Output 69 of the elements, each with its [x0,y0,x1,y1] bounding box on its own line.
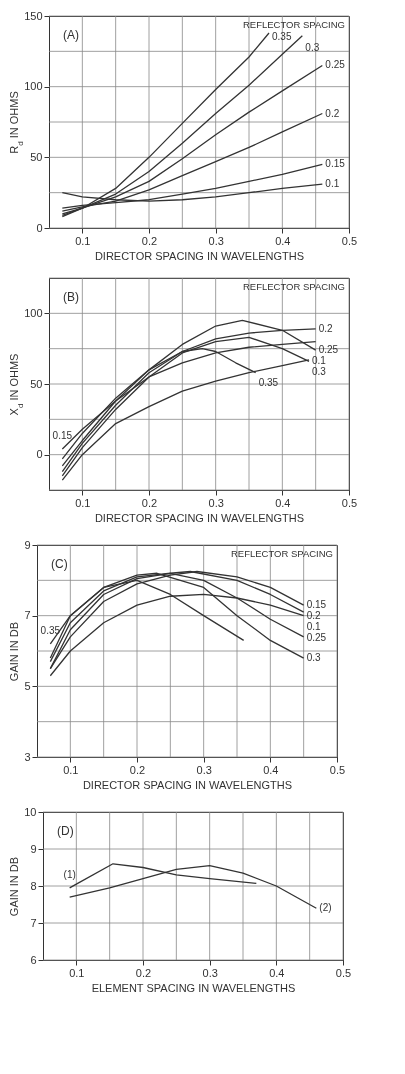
series-label: 0.3 [305,42,320,53]
y-tick-label: 0 [36,448,43,461]
y-tick-label: 5 [24,679,31,692]
x-tick-label: 0.2 [141,234,158,247]
x-tick-label: 0.4 [269,966,285,979]
series-label: 0.1 [325,178,340,190]
series-label: (1) [63,868,76,880]
x-tick-label: 0.2 [129,763,146,776]
y-tick-label: 50 [30,150,43,163]
series-label: 0.2 [325,107,340,119]
series-label: 0.2 [306,610,322,622]
x-axis-title: ELEMENT SPACING IN WAVELENGTHS [91,981,296,994]
y-tick-label: 50 [30,377,43,390]
x-tick-label: 0.5 [329,763,346,776]
series-label: 0.1 [312,355,327,367]
y-tick-label: 6 [30,953,37,966]
y-tick-label: 100 [24,80,43,93]
series-label: 0.35 [40,624,61,636]
x-tick-label: 0.1 [69,966,85,979]
series-label: 0.15 [306,599,327,611]
legend-title: REFLECTOR SPACING [242,281,345,292]
annotation: (C) [51,557,68,571]
annotation: (A) [63,28,79,42]
x-axis-title: DIRECTOR SPACING IN WAVELENGTHS [94,249,305,262]
y-axis-title: GAIN IN DB [8,621,21,682]
annotation: (B) [63,290,79,304]
y-tick-label: 9 [30,842,37,855]
x-tick-label: 0.2 [135,966,152,979]
series-label: 0.2 [318,322,334,334]
series-label: 0.25 [306,632,327,644]
series-label: 0.25 [325,59,346,71]
x-tick-label: 0.1 [75,234,91,247]
x-tick-label: 0.3 [202,966,218,979]
x-axis-title: DIRECTOR SPACING IN WAVELENGTHS [94,511,305,524]
legend-title: REFLECTOR SPACING [230,548,333,559]
y-tick-label: 7 [30,916,37,929]
series-label: 0.3 [312,366,327,378]
y-axis-title: GAIN IN DB [8,856,21,917]
x-tick-label: 0.4 [263,763,279,776]
series-label: 0.15 [52,430,73,442]
x-tick-label: 0.5 [341,234,358,247]
series-label: 0.35 [272,31,292,42]
series-label: 0.1 [306,621,322,633]
x-tick-label: 0.3 [208,496,224,509]
series-label: (2) [319,902,332,914]
y-tick-label: 3 [24,750,31,763]
x-tick-label: 0.5 [341,496,358,509]
series-label: 0.3 [306,652,322,664]
x-tick-label: 0.5 [335,966,352,979]
y-tick-label: 100 [24,306,43,319]
x-tick-label: 0.1 [75,496,91,509]
x-tick-label: 0.3 [208,234,224,247]
x-tick-label: 0.4 [275,234,291,247]
y-tick-label: 150 [24,9,43,22]
series-label: 0.35 [258,377,279,389]
x-axis-title: DIRECTOR SPACING IN WAVELENGTHS [82,778,293,791]
y-tick-label: 8 [30,879,37,892]
x-tick-label: 0.2 [141,496,158,509]
annotation: (D) [57,824,74,838]
x-tick-label: 0.1 [63,763,79,776]
series-label: 0.25 [318,344,339,356]
y-tick-label: 10 [24,805,37,818]
y-tick-label: 0 [36,221,43,234]
x-tick-label: 0.4 [275,496,291,509]
y-tick-label: 9 [24,538,31,551]
x-tick-label: 0.3 [196,763,212,776]
legend-title: REFLECTOR SPACING [242,19,345,30]
y-tick-label: 7 [24,609,31,622]
series-label: 0.15 [325,158,346,170]
